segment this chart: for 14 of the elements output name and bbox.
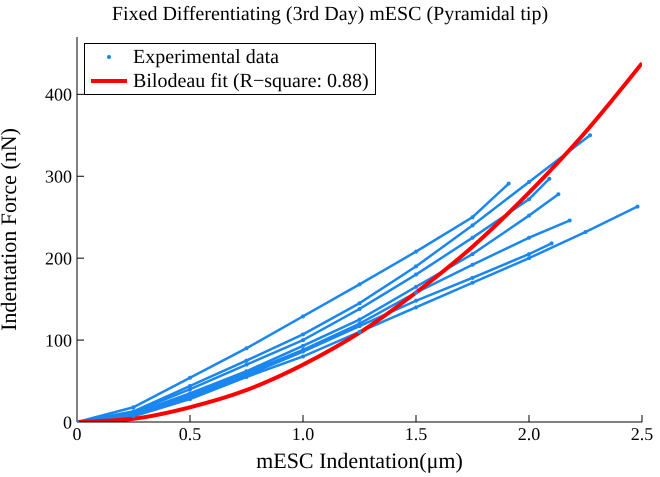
x-axis-title: mESC Indentation(μm) <box>256 448 463 473</box>
y-axis-title: Indentation Force (nN) <box>0 128 21 331</box>
x-tick-label: 0.5 <box>178 424 202 444</box>
x-tick-label: 2.5 <box>630 424 654 444</box>
x-tick-label: 1.0 <box>292 424 314 444</box>
y-tick-label: 400 <box>45 84 72 105</box>
y-tick-label: 100 <box>45 330 72 350</box>
chart-title: Fixed Differentiating (3rd Day) mESC (Pyramidal tip) <box>110 3 550 26</box>
y-tick-label: 200 <box>45 248 72 269</box>
legend-label: Bilodeau fit (R−square: 0.88) <box>133 69 369 93</box>
x-tick-label: 1.5 <box>404 424 428 444</box>
legend-label: Experimental data <box>133 45 280 69</box>
x-tick-label: 2.0 <box>518 424 540 444</box>
y-tick-label: 300 <box>45 166 72 187</box>
